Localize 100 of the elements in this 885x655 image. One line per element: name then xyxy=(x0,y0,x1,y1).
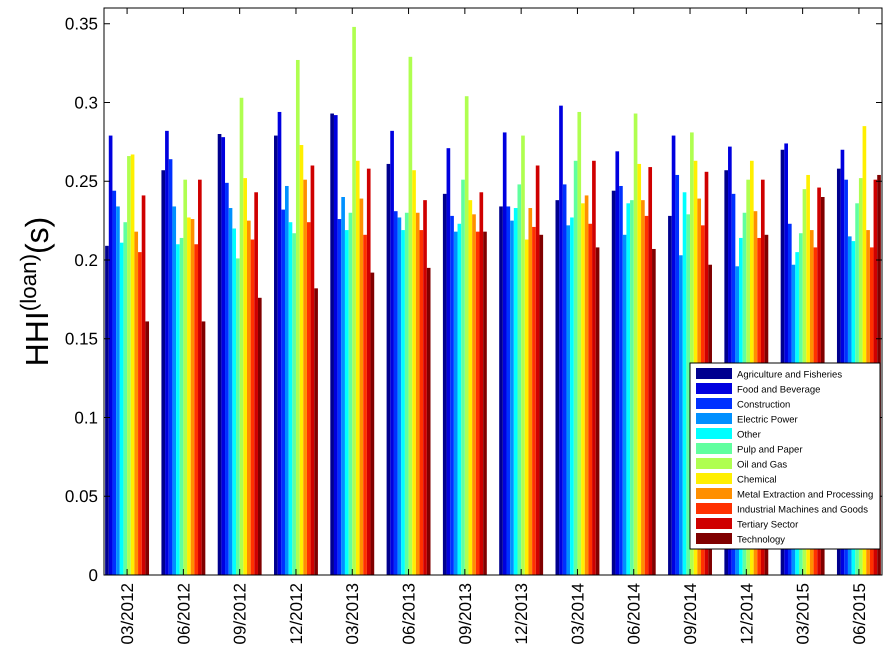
bar xyxy=(240,98,244,575)
bar xyxy=(426,268,431,575)
bar xyxy=(630,200,634,575)
bar xyxy=(310,166,314,575)
bar xyxy=(454,232,458,575)
bar xyxy=(584,195,588,575)
y-tick-label: 0.3 xyxy=(74,93,98,112)
bar xyxy=(464,96,469,575)
bar xyxy=(675,174,680,575)
bar xyxy=(338,219,342,575)
bar xyxy=(142,195,146,575)
bar xyxy=(514,208,518,575)
bar xyxy=(187,217,191,575)
bar xyxy=(536,166,540,575)
bar xyxy=(344,230,349,575)
bar xyxy=(296,60,300,575)
bar xyxy=(105,246,109,575)
bar xyxy=(370,272,374,575)
legend-label: Agriculture and Fisheries xyxy=(737,369,842,380)
bar xyxy=(566,225,570,575)
bar xyxy=(303,180,307,575)
bar xyxy=(412,170,416,575)
x-tick-label: 03/2012 xyxy=(118,583,138,644)
legend-label: Tertiary Sector xyxy=(737,519,798,530)
bar xyxy=(532,226,536,575)
bar xyxy=(517,184,522,575)
bar xyxy=(116,206,120,575)
bar xyxy=(281,210,285,575)
legend-label: Chemical xyxy=(737,474,777,486)
bar xyxy=(398,217,402,575)
bar xyxy=(559,106,563,575)
bar xyxy=(348,212,352,575)
bar xyxy=(679,255,683,575)
legend-label: Construction xyxy=(737,399,790,410)
y-tick-label: 0.05 xyxy=(64,487,98,506)
bar xyxy=(472,214,476,575)
bar xyxy=(288,222,292,575)
bar xyxy=(416,212,420,575)
bar xyxy=(615,151,620,575)
bar xyxy=(555,200,560,575)
bar xyxy=(483,232,487,575)
x-tick-label: 09/2013 xyxy=(456,583,475,644)
y-tick-label: 0.2 xyxy=(74,250,98,270)
bar xyxy=(622,234,626,575)
bar xyxy=(626,203,630,575)
x-tick-label: 12/2014 xyxy=(737,583,756,644)
bar xyxy=(408,56,412,575)
x-tick-label: 03/2013 xyxy=(343,583,362,644)
bar xyxy=(123,222,128,575)
bar xyxy=(250,240,254,575)
x-tick-label: 06/2014 xyxy=(624,583,644,644)
bar xyxy=(450,216,454,575)
bar xyxy=(510,220,514,575)
bar xyxy=(258,298,262,575)
bar xyxy=(176,244,180,575)
bar xyxy=(644,216,648,575)
bar xyxy=(648,167,652,575)
bar xyxy=(562,184,566,575)
bar xyxy=(341,197,345,575)
x-tick-label: 06/2015 xyxy=(850,583,869,644)
bar xyxy=(236,258,240,575)
bar xyxy=(577,112,582,575)
bar xyxy=(528,208,532,575)
x-tick-label: 12/2013 xyxy=(512,583,532,644)
y-tick-label: 0.35 xyxy=(64,14,98,34)
bar xyxy=(506,206,510,575)
bar xyxy=(183,180,188,575)
bar xyxy=(468,200,472,575)
y-tick-label: 0 xyxy=(88,566,98,585)
bar xyxy=(363,234,367,575)
bar xyxy=(461,180,465,575)
x-tick-label: 03/2015 xyxy=(794,583,813,644)
bar xyxy=(228,208,232,575)
legend-label: Pulp and Paper xyxy=(737,444,802,456)
bar xyxy=(232,228,236,575)
bar xyxy=(641,200,645,575)
bar xyxy=(596,247,600,575)
bar xyxy=(127,156,131,575)
bar xyxy=(254,192,258,575)
bar xyxy=(420,230,424,575)
bar xyxy=(190,219,194,575)
bar xyxy=(202,321,206,575)
x-tick-label: 09/2012 xyxy=(230,583,250,644)
bar xyxy=(404,212,409,575)
bar xyxy=(292,233,296,575)
bar xyxy=(612,190,616,575)
bar xyxy=(570,217,574,575)
legend-label: Food and Beverage xyxy=(737,384,820,396)
bar xyxy=(300,145,304,575)
bar xyxy=(539,234,544,575)
bar xyxy=(390,130,394,575)
bar xyxy=(652,248,656,575)
legend-label: Electric Power xyxy=(737,414,798,426)
bar xyxy=(134,232,138,575)
x-tick-label: 03/2014 xyxy=(568,583,588,644)
bar xyxy=(243,178,247,575)
bar xyxy=(180,238,184,575)
bar xyxy=(423,200,427,575)
bar xyxy=(634,114,638,575)
bar xyxy=(330,114,334,575)
